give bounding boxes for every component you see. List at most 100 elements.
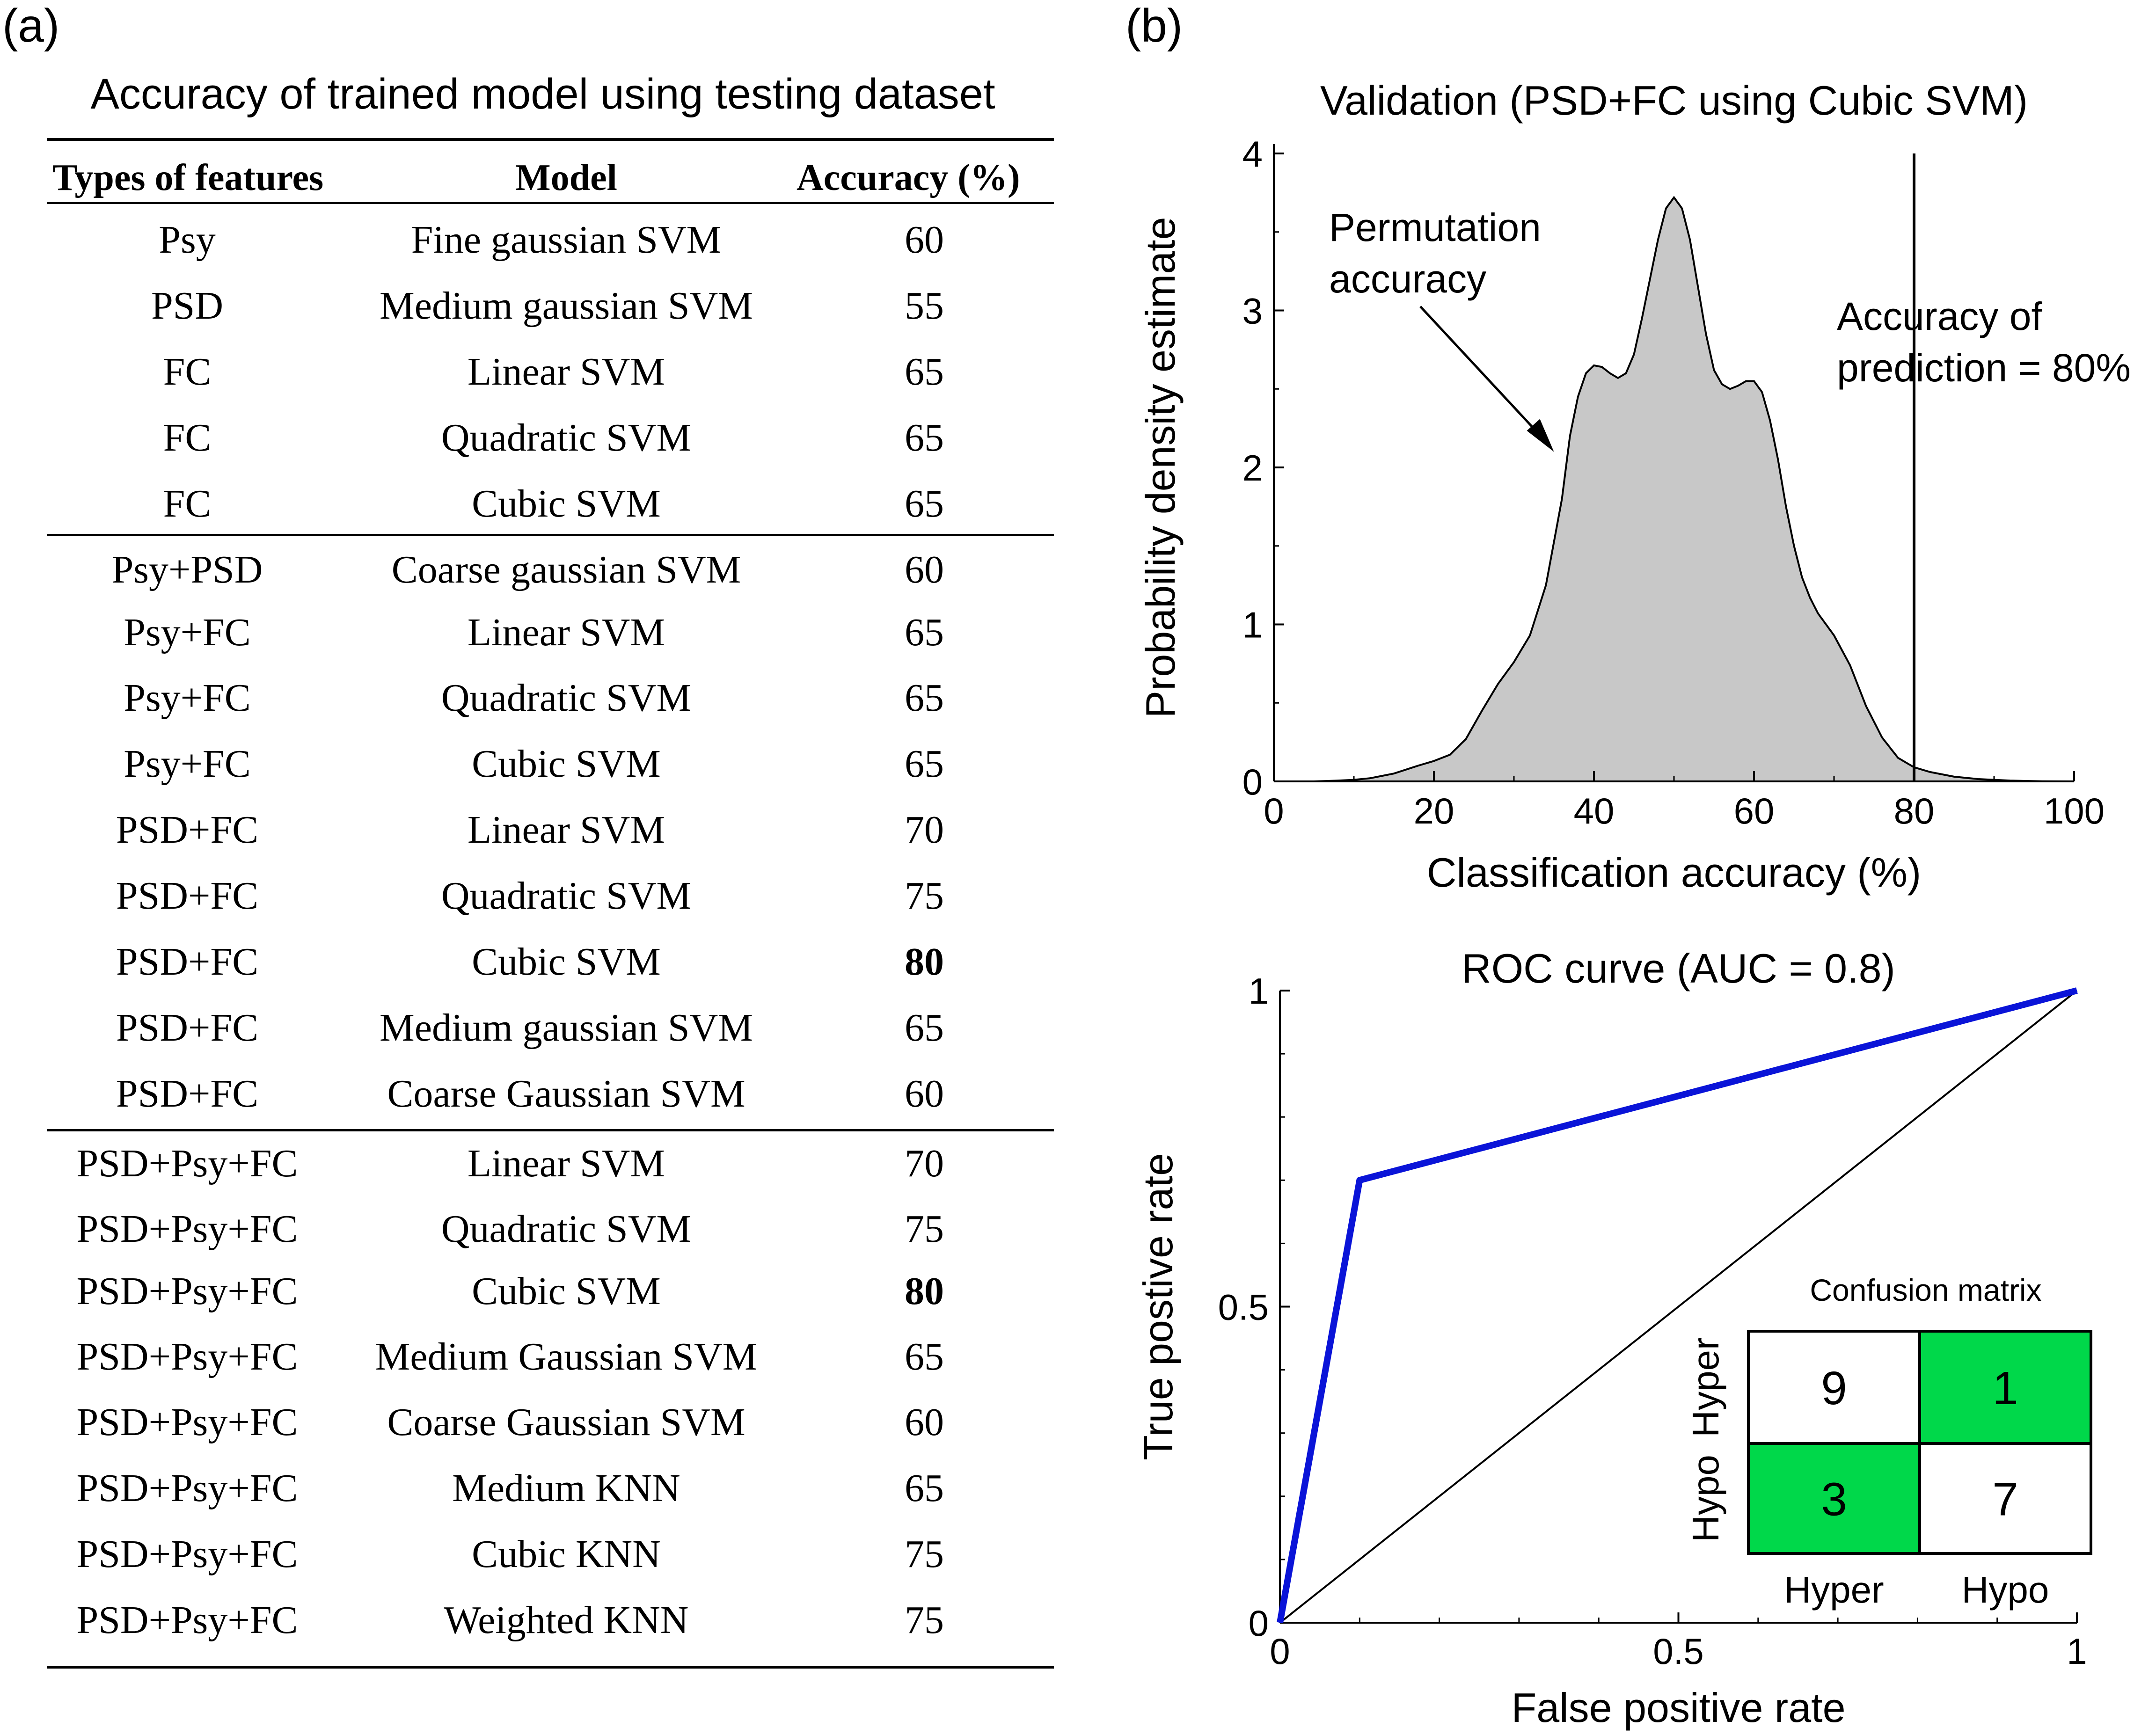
confusion-col-label: Hyper: [1784, 1569, 1884, 1611]
density-chart-title: Validation (PSD+FC using Cubic SVM): [1320, 77, 2028, 124]
table-cell-model: Weighted KNN: [444, 1598, 689, 1642]
density-y-tick-label: 4: [1242, 133, 1263, 175]
permutation-annotation-text: Permutation: [1329, 205, 1541, 249]
table-cell-accuracy: 55: [905, 284, 944, 328]
table-cell-accuracy: 60: [905, 548, 944, 591]
roc-y-axis-label: True postive rate: [1135, 1153, 1181, 1460]
table-cell-model: Medium KNN: [452, 1466, 680, 1510]
confusion-cell: [1747, 1442, 1921, 1555]
table-cell-model: Medium gaussian SVM: [380, 284, 753, 328]
density-y-axis-label: Probability density estimate: [1137, 217, 1184, 718]
density-x-tick-label: 60: [1734, 790, 1775, 831]
table-cell-features: PSD+Psy+FC: [76, 1598, 298, 1642]
table-cell-model: Coarse Gaussian SVM: [387, 1400, 745, 1444]
table-cell-model: Quadratic SVM: [441, 1207, 692, 1251]
table-cell-features: Psy+PSD: [111, 548, 263, 591]
confusion-row-label: Hyper: [1685, 1337, 1726, 1437]
permutation-arrow-head: [1527, 419, 1554, 452]
table-cell-accuracy: 80: [905, 940, 944, 984]
roc-x-tick-label: 0.5: [1653, 1631, 1703, 1672]
table-cell-features: FC: [163, 482, 212, 525]
column-header-accuracy: Accuracy (%): [797, 157, 1020, 198]
roc-curve: [1277, 987, 2078, 1624]
confusion-row-label: Hypo: [1685, 1455, 1726, 1542]
table-cell-features: PSD: [151, 284, 224, 328]
density-y-tick-label: 3: [1242, 291, 1263, 332]
table-cell-features: PSD+FC: [116, 808, 259, 852]
roc-y-tick-label: 0.5: [1218, 1287, 1269, 1328]
density-y-tick-label: 1: [1242, 605, 1263, 646]
roc-y-tick-label: 0: [1249, 1603, 1269, 1644]
density-area: [1274, 197, 2074, 781]
table-cell-model: Quadratic SVM: [441, 676, 692, 720]
table-cell-features: PSD+Psy+FC: [76, 1466, 298, 1510]
roc-y-tick-label: 1: [1249, 970, 1269, 1012]
table-cell-accuracy: 60: [905, 218, 944, 262]
table-cell-features: Psy+FC: [124, 742, 251, 786]
table-cell-accuracy: 75: [905, 874, 944, 918]
table-cell-features: PSD+FC: [116, 1006, 259, 1050]
table-cell-accuracy: 80: [905, 1269, 944, 1313]
table-cell-features: PSD+Psy+FC: [76, 1400, 298, 1444]
column-header-model: Model: [515, 157, 617, 198]
table-cell-features: Psy+FC: [124, 676, 251, 720]
table-cell-features: PSD+Psy+FC: [76, 1207, 298, 1251]
table-cell-features: PSD+Psy+FC: [76, 1269, 298, 1313]
panel-a-label: (a): [2, 0, 60, 52]
table-cell-features: Psy+FC: [124, 611, 251, 654]
prediction-annotation-text: Accuracy of: [1837, 294, 2042, 338]
permutation-arrow-shaft: [1419, 306, 1550, 446]
table-cell-accuracy: 60: [905, 1072, 944, 1115]
table-top-rule: [47, 138, 1054, 141]
confusion-cell-value: 1: [1992, 1362, 2018, 1414]
table-cell-features: PSD+Psy+FC: [76, 1335, 298, 1378]
table-cell-features: FC: [163, 416, 212, 459]
table-cell-model: Cubic SVM: [472, 940, 661, 984]
confusion-col-label: Hypo: [1962, 1569, 2049, 1611]
prediction-annotation-text: prediction = 80%: [1837, 346, 2131, 390]
density-x-tick-label: 20: [1414, 790, 1454, 831]
density-x-axis-label: Classification accuracy (%): [1427, 849, 1921, 896]
table-group-rule: [47, 534, 1054, 536]
table-cell-model: Cubic SVM: [472, 742, 661, 786]
density-x-tick-label: 40: [1574, 790, 1615, 831]
roc-x-tick-label: 0: [1270, 1631, 1290, 1672]
confusion-cell-value: 9: [1821, 1362, 1847, 1414]
table-cell-model: Quadratic SVM: [441, 416, 692, 459]
table-cell-model: Linear SVM: [467, 611, 665, 654]
table-cell-features: PSD+FC: [116, 874, 259, 918]
table-cell-accuracy: 65: [905, 1466, 944, 1510]
table-cell-accuracy: 65: [905, 1006, 944, 1050]
table-cell-model: Linear SVM: [467, 350, 665, 394]
table-cell-accuracy: 70: [905, 1142, 944, 1185]
confusion-matrix-title: Confusion matrix: [1810, 1273, 2041, 1307]
table-group-rule: [47, 1129, 1054, 1131]
table-cell-features: Psy: [159, 218, 216, 262]
table-title: Accuracy of trained model using testing …: [90, 70, 995, 118]
table-cell-accuracy: 65: [905, 742, 944, 786]
table-cell-model: Coarse gaussian SVM: [391, 548, 741, 591]
table-cell-model: Medium Gaussian SVM: [375, 1335, 758, 1378]
panel-b-label: (b): [1126, 0, 1183, 52]
table-cell-model: Cubic SVM: [472, 1269, 661, 1313]
confusion-cell-value: 7: [1992, 1473, 2018, 1526]
table-bottom-rule: [47, 1666, 1054, 1669]
roc-chart-title: ROC curve (AUC = 0.8): [1462, 945, 1895, 991]
table-cell-model: Cubic KNN: [472, 1532, 661, 1576]
table-cell-model: Cubic SVM: [472, 482, 661, 525]
table-cell-features: PSD+Psy+FC: [76, 1142, 298, 1185]
table-cell-features: PSD+FC: [116, 1072, 259, 1115]
density-y-tick-label: 0: [1242, 761, 1263, 802]
table-cell-accuracy: 65: [905, 611, 944, 654]
table-cell-accuracy: 65: [905, 482, 944, 525]
table-cell-accuracy: 75: [905, 1532, 944, 1576]
table-cell-model: Coarse Gaussian SVM: [387, 1072, 745, 1115]
table-cell-features: FC: [163, 350, 212, 394]
density-curve: [1274, 196, 2075, 782]
table-cell-accuracy: 65: [905, 1335, 944, 1378]
table-cell-accuracy: 65: [905, 676, 944, 720]
roc-x-tick-label: 1: [2067, 1631, 2087, 1672]
roc-chance-line: [1279, 990, 2078, 1624]
table-cell-model: Fine gaussian SVM: [411, 218, 722, 262]
